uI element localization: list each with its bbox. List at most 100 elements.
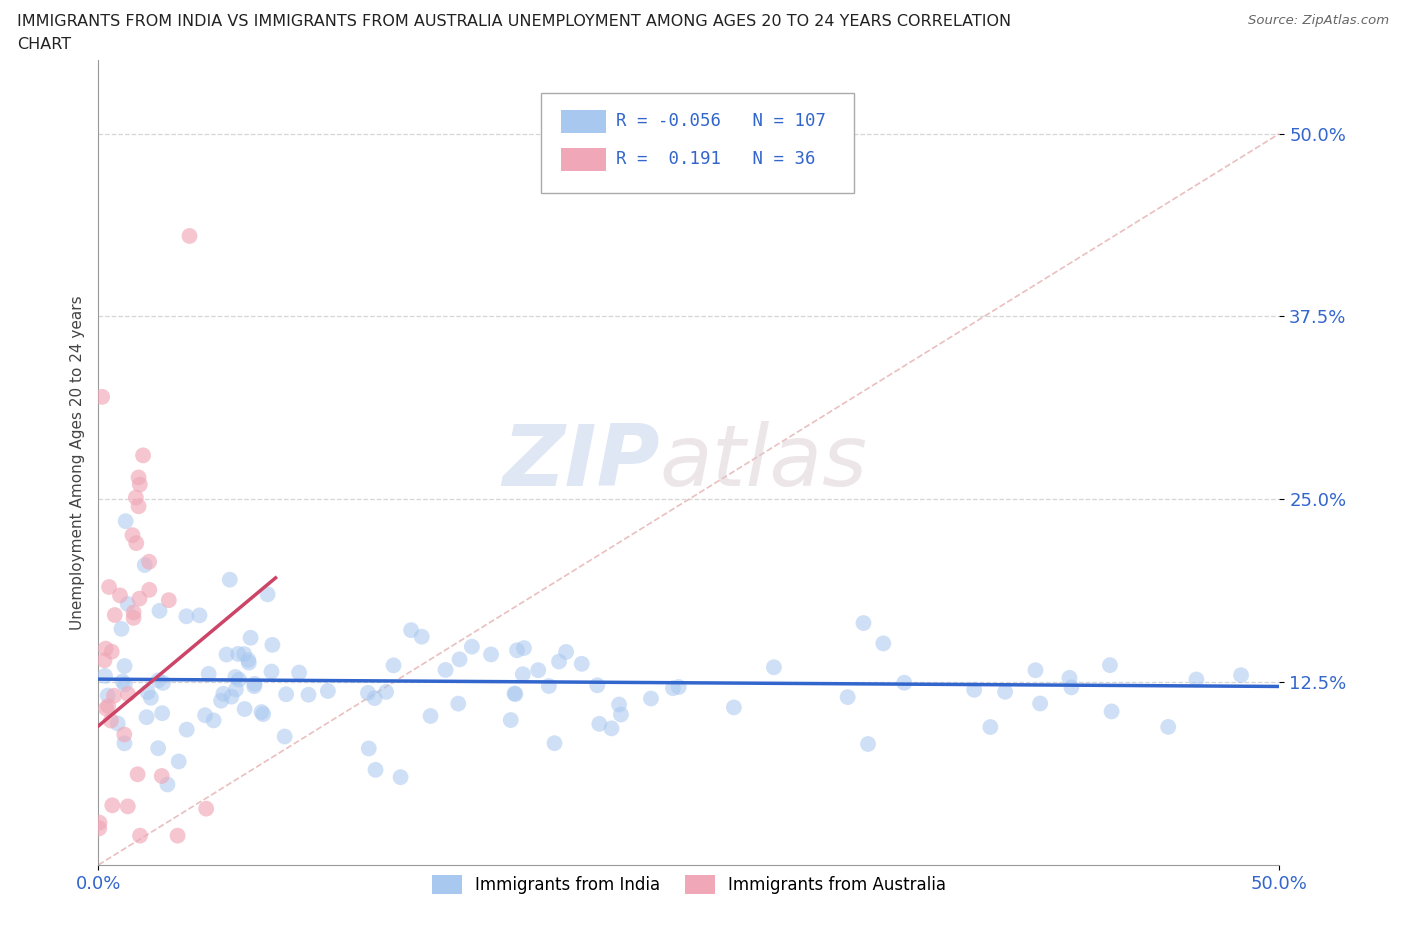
Point: [150, 706, 173, 721]
Bar: [561, 148, 606, 171]
Point: [197, 667, 219, 682]
Text: Source: ZipAtlas.com: Source: ZipAtlas.com: [1249, 14, 1389, 27]
Point: [89, 821, 111, 836]
Point: [233, 701, 256, 716]
Point: [97, 698, 120, 713]
Point: [256, 587, 278, 602]
Point: [117, 686, 139, 701]
Point: [156, 777, 179, 791]
Point: [571, 657, 593, 671]
Point: [101, 798, 124, 813]
Point: [762, 659, 785, 674]
Point: [238, 656, 260, 671]
Point: [233, 646, 256, 661]
Point: [148, 673, 170, 688]
Point: [117, 596, 139, 611]
FancyBboxPatch shape: [541, 93, 855, 193]
Point: [479, 647, 502, 662]
Point: [363, 691, 385, 706]
Point: [537, 679, 560, 694]
Point: [94, 701, 117, 716]
Point: [273, 729, 295, 744]
Text: R =  0.191   N = 36: R = 0.191 N = 36: [616, 150, 815, 167]
Point: [135, 710, 157, 724]
Point: [127, 767, 149, 782]
Point: [108, 588, 131, 603]
Point: [138, 554, 160, 569]
Point: [176, 723, 198, 737]
Point: [288, 665, 311, 680]
Point: [152, 675, 174, 690]
Point: [176, 609, 198, 624]
Bar: [561, 111, 606, 133]
Point: [128, 470, 150, 485]
Point: [125, 536, 148, 551]
Point: [212, 686, 235, 701]
Point: [461, 639, 484, 654]
Point: [250, 705, 273, 720]
Text: atlas: atlas: [659, 421, 868, 504]
Point: [139, 690, 162, 705]
Point: [1230, 668, 1253, 683]
Point: [188, 608, 211, 623]
Point: [607, 698, 630, 712]
Text: IMMIGRANTS FROM INDIA VS IMMIGRANTS FROM AUSTRALIA UNEMPLOYMENT AMONG AGES 20 TO: IMMIGRANTS FROM INDIA VS IMMIGRANTS FROM…: [17, 14, 1011, 29]
Point: [132, 448, 155, 463]
Point: [1101, 704, 1123, 719]
Point: [114, 677, 136, 692]
Point: [276, 687, 298, 702]
Point: [1185, 672, 1208, 687]
Point: [662, 681, 685, 696]
Point: [1059, 671, 1081, 685]
Point: [129, 829, 152, 844]
Point: [100, 644, 122, 659]
Point: [512, 667, 534, 682]
Point: [668, 680, 690, 695]
Point: [543, 736, 565, 751]
Point: [1024, 663, 1046, 678]
Point: [994, 684, 1017, 699]
Point: [100, 713, 122, 728]
Point: [640, 691, 662, 706]
Point: [503, 686, 526, 701]
Point: [238, 653, 260, 668]
Point: [1060, 680, 1083, 695]
Point: [399, 623, 422, 638]
Point: [215, 647, 238, 662]
Point: [138, 582, 160, 597]
Point: [389, 770, 412, 785]
Point: [852, 616, 875, 631]
Point: [179, 229, 201, 244]
Point: [419, 709, 441, 724]
Point: [434, 662, 457, 677]
Point: [979, 720, 1001, 735]
Point: [610, 707, 633, 722]
Point: [262, 637, 284, 652]
Point: [218, 572, 240, 587]
Point: [104, 607, 127, 622]
Point: [243, 679, 266, 694]
Point: [963, 683, 986, 698]
Point: [202, 713, 225, 728]
Point: [228, 672, 250, 687]
Point: [252, 707, 274, 722]
Point: [411, 630, 433, 644]
Point: [121, 527, 143, 542]
Point: [195, 802, 218, 817]
Y-axis label: Unemployment Among Ages 20 to 24 years: Unemployment Among Ages 20 to 24 years: [69, 296, 84, 630]
Point: [513, 641, 536, 656]
Point: [600, 721, 623, 736]
Point: [357, 685, 380, 700]
Point: [157, 592, 180, 607]
Point: [555, 644, 578, 659]
Point: [128, 591, 150, 606]
Point: [527, 663, 550, 678]
Point: [449, 652, 471, 667]
Point: [1029, 696, 1052, 711]
Point: [167, 754, 190, 769]
Point: [382, 658, 405, 672]
Point: [97, 688, 120, 703]
Point: [505, 686, 527, 701]
Point: [239, 631, 262, 645]
Point: [447, 697, 470, 711]
